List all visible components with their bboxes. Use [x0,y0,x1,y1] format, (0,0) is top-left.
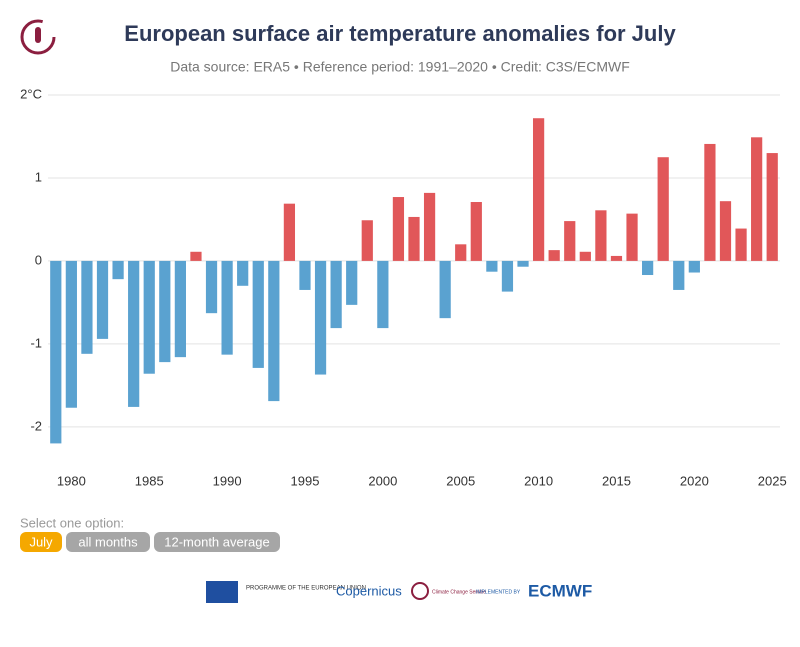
bar [439,260,451,319]
bar [688,260,700,273]
chart-subtitle: Data source: ERA5 • Reference period: 19… [170,59,630,75]
bar [377,260,389,329]
footer: PROGRAMME OF THE EUROPEAN UNION Copernic… [206,581,592,603]
bar [299,260,311,290]
y-tick-label: 0 [35,252,42,267]
bar [610,255,623,261]
option-bg [154,532,280,552]
bar [408,216,420,261]
chart-title: European surface air temperature anomali… [124,21,676,46]
bar [642,260,654,276]
bar [174,260,186,358]
bar [766,153,778,261]
option-bg [66,532,150,552]
bar [735,228,747,261]
bar [346,260,358,305]
implemented-text: IMPLEMENTED BY [476,589,521,595]
y-tick-label: -1 [30,335,42,350]
bar [501,260,514,292]
ecmwf-text: ECMWF [528,581,592,600]
bar [221,260,233,355]
bar [704,143,716,261]
bar [517,260,529,267]
bar [268,260,280,402]
x-tick-label: 2015 [602,473,631,488]
bar [143,260,155,374]
eu-text: PROGRAMME OF THE EUROPEAN UNION [246,586,366,592]
option-bg [20,532,62,552]
bar [595,210,607,261]
bar [96,260,109,339]
bar [252,260,264,368]
bar [423,192,436,261]
bar [719,201,732,261]
bar [626,213,638,261]
bar [673,260,685,290]
bar [392,197,405,261]
y-tick-label: -2 [30,418,42,433]
bar [564,221,576,261]
bar [532,118,545,261]
bar [470,202,482,261]
bar [65,260,77,408]
option-label: 12-month average [164,534,270,549]
bar [128,260,140,407]
option-button[interactable]: July [20,532,62,552]
bar [159,260,171,363]
x-tick-label: 2000 [368,473,397,488]
option-label: all months [78,534,138,549]
bar [657,157,669,261]
y-tick-label: 2°C [20,86,42,101]
bar [361,220,373,261]
bar [81,260,93,354]
bar [455,244,467,261]
option-button[interactable]: all months [66,532,150,552]
bar [330,260,342,329]
bar [205,260,218,314]
option-label: July [29,534,53,549]
option-button[interactable]: 12-month average [154,532,280,552]
x-tick-label: 1995 [291,473,320,488]
x-tick-label: 1980 [57,473,86,488]
bar [548,250,560,261]
x-tick-label: 1990 [213,473,242,488]
bar [486,260,498,272]
c3s-text: Climate Change Service [432,589,486,595]
copernicus-text: Copernicus [336,583,402,598]
bar [751,137,763,261]
bar [112,260,124,280]
bar [283,203,296,261]
bar [314,260,327,375]
x-tick-label: 2005 [446,473,475,488]
controls-prompt: Select one option: [20,515,124,530]
bar [579,251,591,261]
x-tick-label: 2020 [680,473,709,488]
bar [50,260,62,444]
logo [20,19,56,55]
bar [190,251,202,261]
x-tick-label: 2010 [524,473,553,488]
x-tick-label: 1985 [135,473,164,488]
bar [237,260,249,286]
y-tick-label: 1 [35,169,42,184]
x-tick-label: 2025 [758,473,787,488]
